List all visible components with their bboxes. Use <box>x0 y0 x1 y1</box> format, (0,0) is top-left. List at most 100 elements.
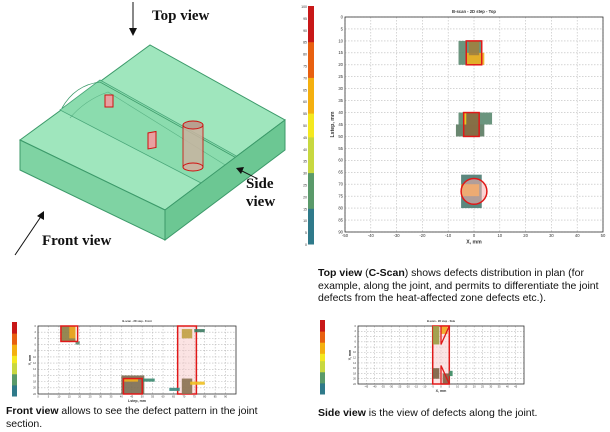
block-side-face <box>164 119 286 241</box>
colorbar-tick-label: 65 <box>303 88 307 92</box>
x-tick-label: 85 <box>214 395 217 399</box>
colorbar-segment <box>320 349 325 354</box>
x-tick-label: -40 <box>368 233 375 238</box>
y-tick-label: 4 <box>35 336 37 340</box>
y-tick-label: 40 <box>338 110 343 115</box>
defect-outline <box>462 111 480 138</box>
colorbar-segment <box>320 338 325 343</box>
chart-title: B-scan - 2D step - Top <box>452 9 496 14</box>
caption-bold: Top view <box>318 267 363 279</box>
y-tick-label: 22 <box>353 382 356 386</box>
x-tick-label: 40 <box>506 385 509 389</box>
y-tick-label: 50 <box>338 134 343 139</box>
colorbar-tick-label: 15 <box>303 207 307 211</box>
x-tick-label: 65 <box>172 395 175 399</box>
colorbar-segment <box>308 65 314 78</box>
y-tick-label: 45 <box>338 122 343 127</box>
colorbar-segment <box>12 388 17 393</box>
colorbar-segment <box>12 377 17 382</box>
defect-signal <box>75 341 80 345</box>
x-tick-label: 40 <box>575 233 580 238</box>
y-tick-label: 12 <box>353 356 356 360</box>
x-tick-label: 5 <box>48 395 50 399</box>
y-tick-label: 14 <box>33 367 36 371</box>
side-caption: Side view is the view of defects along t… <box>318 407 598 420</box>
defect-3-cylinder <box>182 120 204 172</box>
y-tick-label: 2 <box>355 329 357 333</box>
colorbar-segment <box>320 375 325 380</box>
colorbar-segment <box>308 53 314 66</box>
colorbar-tick-label: 75 <box>303 65 307 69</box>
y-tick-label: 0 <box>355 324 357 328</box>
x-tick-label: 45 <box>514 385 517 389</box>
colorbar-segment <box>308 17 314 31</box>
y-tick-label: 14 <box>353 361 356 365</box>
colorbar-segment <box>12 355 17 360</box>
y-tick-label: 0 <box>35 324 37 328</box>
colorbar-segment <box>320 382 325 388</box>
top-view-chart: 0510152025303540455055606570758085909510… <box>301 5 606 247</box>
defect-1 <box>104 94 114 108</box>
defect-2 <box>147 130 157 150</box>
side-view-label-2: view <box>246 194 276 210</box>
colorbar-segment <box>320 327 325 332</box>
x-tick-label: 60 <box>162 395 165 399</box>
caption-text: allows to see the defect pattern in the … <box>6 405 258 430</box>
colorbar-tick-label: 55 <box>303 112 307 116</box>
defect-signal <box>142 378 155 382</box>
y-tick-label: 8 <box>355 345 357 349</box>
colorbar-tick-label: 45 <box>303 136 307 140</box>
colorbar-tick-label: 60 <box>303 100 307 104</box>
x-tick-label: 25 <box>89 395 92 399</box>
caption-text: is the view of defects along the joint. <box>365 407 538 419</box>
colorbar-segment <box>12 344 17 349</box>
caption-bold: Front view <box>6 405 59 417</box>
colorbar-segment <box>320 364 325 369</box>
x-tick-label: 0 <box>37 395 39 399</box>
colorbar-segment <box>320 331 325 336</box>
x-tick-label: -20 <box>406 385 410 389</box>
colorbar-segment <box>308 232 314 245</box>
colorbar-segment <box>12 384 17 390</box>
x-tick-label: 55 <box>151 395 154 399</box>
colorbar-segment <box>320 368 325 373</box>
side-view-chart: B-scan - 2D step - Side -45 -40 -35 -30 -25 -2… <box>320 319 525 395</box>
arrow-front-view <box>14 211 44 256</box>
defect-signal <box>432 368 440 379</box>
x-tick-label: 50 <box>141 395 144 399</box>
y-tick-label: 16 <box>33 373 36 377</box>
y-tick-label: 6 <box>355 340 357 344</box>
x-tick-label: 40 <box>120 395 123 399</box>
colorbar-segment <box>320 371 325 376</box>
colorbar-tick-label: 30 <box>303 172 307 176</box>
colorbar-tick-label: 0 <box>305 243 307 247</box>
colorbar-tick-label: 40 <box>303 148 307 152</box>
colorbar-tick-label: 100 <box>301 5 307 9</box>
arrow-top-view <box>129 2 137 36</box>
x-tick-label: 80 <box>203 395 206 399</box>
x-tick-label: -5 <box>432 385 435 389</box>
defect-signal <box>441 326 448 334</box>
y-tick-label: 55 <box>338 146 343 151</box>
y-tick-label: 75 <box>338 194 343 199</box>
colorbar-segment <box>12 322 17 327</box>
defect-signal <box>468 40 480 56</box>
x-tick-label: 25 <box>481 385 484 389</box>
x-tick-label: 15 <box>68 395 71 399</box>
y-tick-label: 30 <box>338 86 343 91</box>
colorbar-segment <box>320 334 325 339</box>
colorbar-segment <box>320 386 325 391</box>
x-tick-label: -30 <box>394 233 401 238</box>
x-tick-label: -40 <box>373 385 377 389</box>
y-tick-label: 15 <box>338 50 343 55</box>
colorbar-segment <box>320 357 325 362</box>
colorbar-segment <box>12 336 17 341</box>
caption-bold: Side view <box>318 407 366 419</box>
colorbar-tick-label: 80 <box>303 53 307 57</box>
colorbar-segment <box>308 184 314 197</box>
colorbar-tick-label: 50 <box>303 124 307 128</box>
x-tick-label: -35 <box>381 385 385 389</box>
defect-outline <box>122 377 143 395</box>
defect-outline <box>60 325 79 343</box>
